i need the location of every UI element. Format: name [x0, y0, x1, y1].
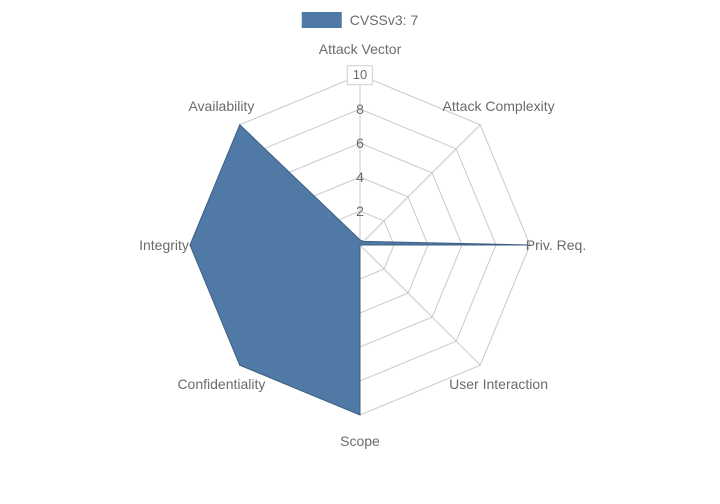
axis-label: Integrity — [139, 237, 189, 253]
axis-label: Availability — [188, 98, 254, 114]
tick-label: 4 — [356, 169, 364, 185]
axis-label: User Interaction — [449, 376, 548, 392]
axis-label: Confidentiality — [177, 376, 265, 392]
axis-label: Attack Vector — [319, 41, 401, 57]
tick-label: 8 — [356, 101, 364, 117]
tick-label: 2 — [356, 203, 364, 219]
axis-label: Scope — [340, 433, 380, 449]
axis-label: Attack Complexity — [443, 98, 555, 114]
tick-label: 10 — [347, 65, 373, 85]
tick-label: 6 — [356, 135, 364, 151]
axis-label: Priv. Req. — [526, 237, 586, 253]
